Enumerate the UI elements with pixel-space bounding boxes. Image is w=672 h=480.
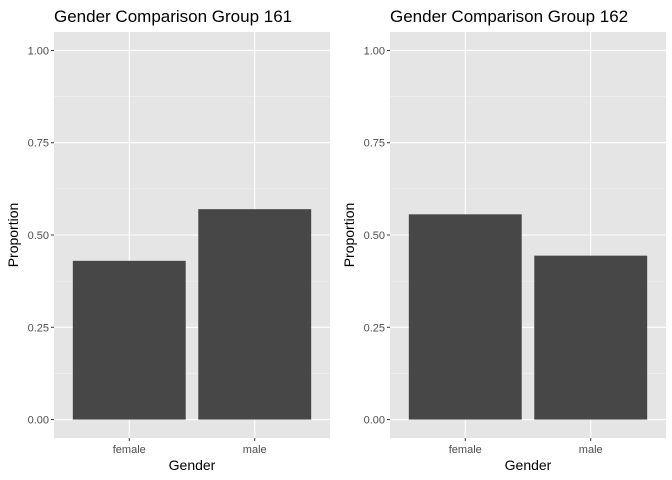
panel-1-y-tick-label: 0.75 (28, 138, 49, 150)
panel-2-y-tick-label: 0.50 (364, 230, 385, 242)
panel-1-x-tick-label: female (113, 444, 146, 456)
panel-2-y-tick-label: 0.75 (364, 138, 385, 150)
panel-1-y-tick-label: 0.00 (28, 415, 49, 427)
panel-2-x-axis-title: Gender (505, 457, 552, 473)
panel-1-y-axis-title: Proportion (5, 203, 21, 268)
panel-1-y-tick-label: 1.00 (28, 45, 49, 57)
panel-2-y-tick-label: 0.25 (364, 322, 385, 334)
panel-1-bar-female (72, 260, 186, 420)
panel-2-y-tick-label: 0.00 (364, 415, 385, 427)
panel-1-y-tick-label: 0.25 (28, 322, 49, 334)
panel-1-title: Gender Comparison Group 161 (54, 7, 292, 26)
panel-1-bar-male (198, 209, 312, 420)
panel-2-x-tick-label: male (579, 444, 603, 456)
panel-2-title: Gender Comparison Group 162 (390, 7, 628, 26)
panel-1-x-axis-title: Gender (169, 457, 216, 473)
panel-2-bar-female (408, 214, 522, 420)
panel-1-x-tick-label: male (243, 444, 267, 456)
panel-1-y-tick-label: 0.50 (28, 230, 49, 242)
panel-2-y-axis-title: Proportion (341, 203, 357, 268)
panel-2-x-tick-label: female (449, 444, 482, 456)
panel-2-bar-male (534, 255, 648, 420)
panel-2-y-tick-label: 1.00 (364, 45, 385, 57)
